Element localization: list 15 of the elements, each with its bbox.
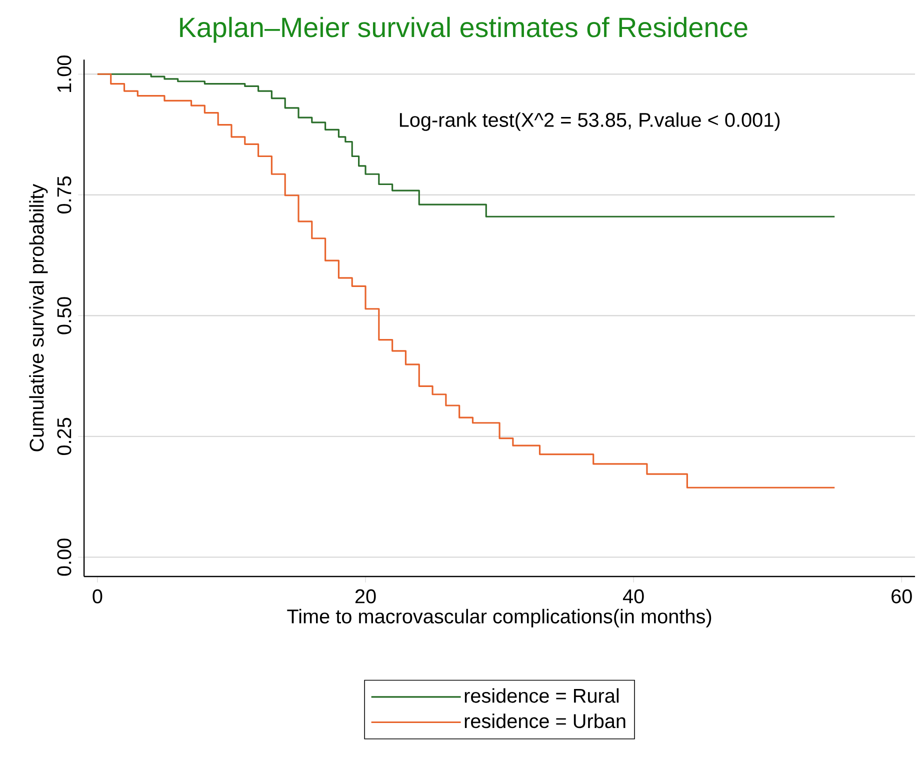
annotation: Log-rank test(X^2 = 53.85, P.value < 0.001) bbox=[400, 112, 780, 131]
x-tick-label: 0 bbox=[92, 589, 102, 604]
y-tick-label: 0.25 bbox=[57, 418, 72, 455]
legend-label: residence = Urban bbox=[464, 713, 626, 728]
y-tick-label: 0.50 bbox=[57, 296, 72, 334]
y-tick-label: 0.00 bbox=[57, 538, 72, 576]
x-axis-title: Time to macrovascular complications(in months) bbox=[287, 608, 712, 628]
x-tick-label: 20 bbox=[355, 589, 376, 604]
y-tick-label: 1.00 bbox=[57, 55, 72, 92]
legend-label: residence = Rural bbox=[464, 688, 619, 703]
x-tick-label: 60 bbox=[892, 589, 912, 604]
y-axis-title: Cumulative survival probability bbox=[29, 184, 48, 452]
y-tick-label: 0.75 bbox=[57, 176, 72, 214]
chart-title: Kaplan–Meier survival estimates of Residence bbox=[180, 16, 748, 43]
x-tick-label: 40 bbox=[622, 589, 644, 604]
